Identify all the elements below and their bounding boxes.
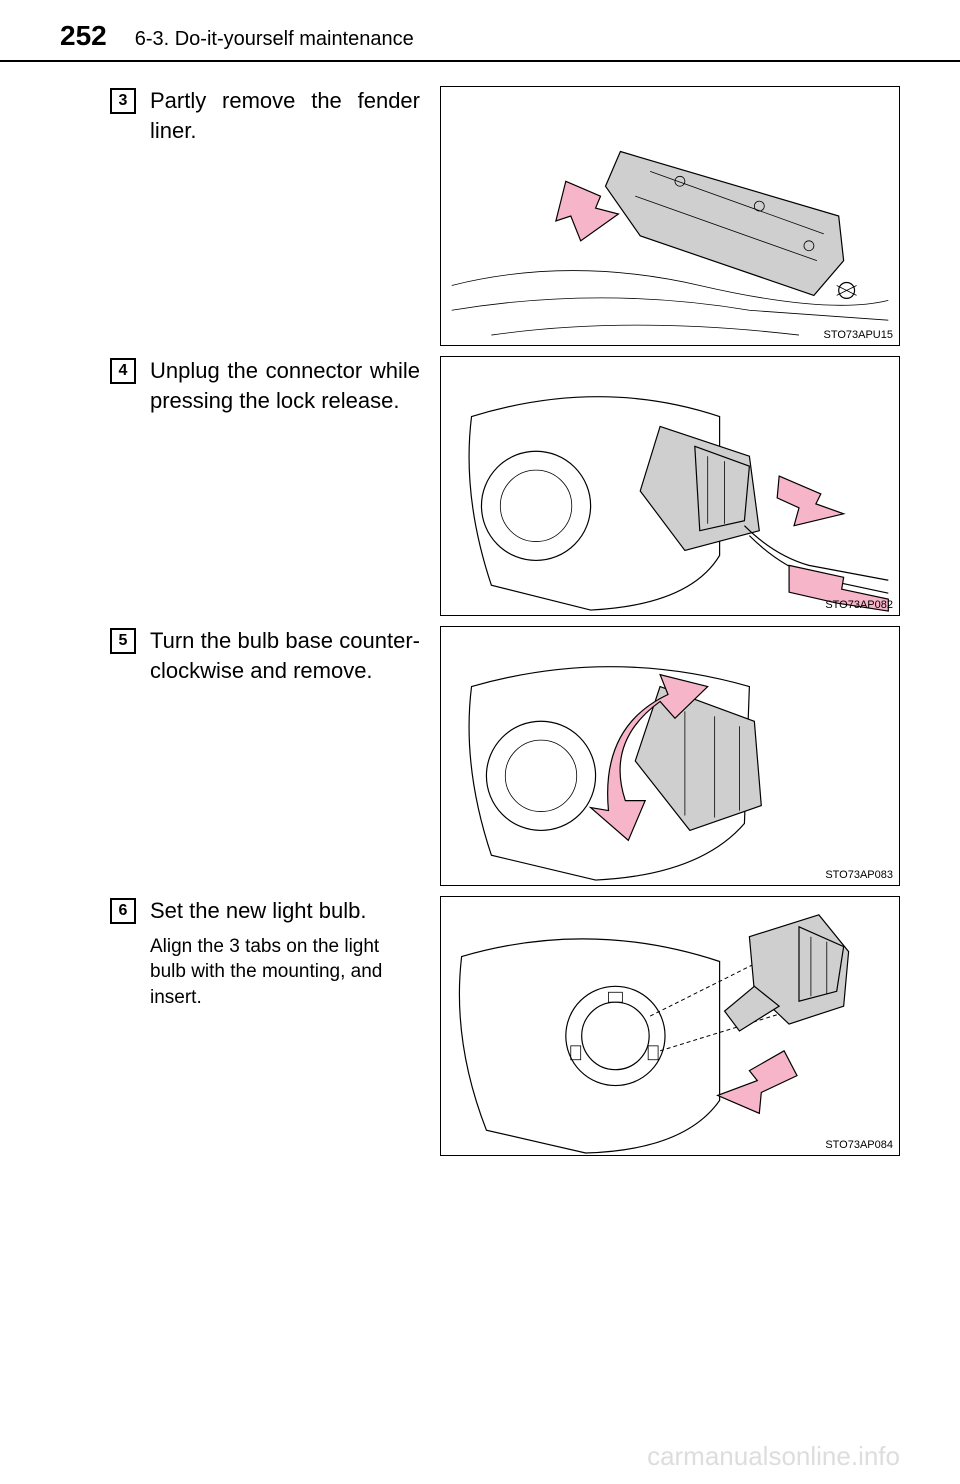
figure-caption-4: STO73AP082 (825, 599, 893, 611)
step-text-6: Set the new light bulb. (150, 896, 366, 926)
step-badge-5: 5 (110, 628, 136, 654)
step-5: 5 Turn the bulb base counter-clockwise a… (110, 626, 900, 886)
page-header: 252 6-3. Do-it-yourself maintenance (0, 0, 960, 62)
step-3: 3 Partly remove the fender liner. (110, 86, 900, 346)
page-content: 3 Partly remove the fender liner. (0, 86, 960, 1156)
figure-caption-3: STO73APU15 (823, 329, 893, 341)
figure-5: STO73AP083 (440, 626, 900, 886)
figure-caption-6: STO73AP084 (825, 1139, 893, 1151)
step-badge-3: 3 (110, 88, 136, 114)
page-number: 252 (60, 20, 107, 52)
figure-4: STO73AP082 (440, 356, 900, 616)
step-6: 6 Set the new light bulb. Align the 3 ta… (110, 896, 900, 1156)
step-text-3: Partly remove the fender liner. (150, 86, 420, 145)
step-badge-6: 6 (110, 898, 136, 924)
step-text-5: Turn the bulb base counter-clockwise and… (150, 626, 420, 685)
section-title: 6-3. Do-it-yourself maintenance (135, 28, 414, 51)
figure-3: STO73APU15 (440, 86, 900, 346)
figure-6: STO73AP084 (440, 896, 900, 1156)
step-text-4: Unplug the connector while pressing the … (150, 356, 420, 415)
step-badge-4: 4 (110, 358, 136, 384)
step-subtext-6: Align the 3 tabs on the light bulb with … (150, 934, 420, 1011)
figure-caption-5: STO73AP083 (825, 869, 893, 881)
watermark: carmanualsonline.info (647, 1441, 900, 1472)
step-4: 4 Unplug the connector while pressing th… (110, 356, 900, 616)
